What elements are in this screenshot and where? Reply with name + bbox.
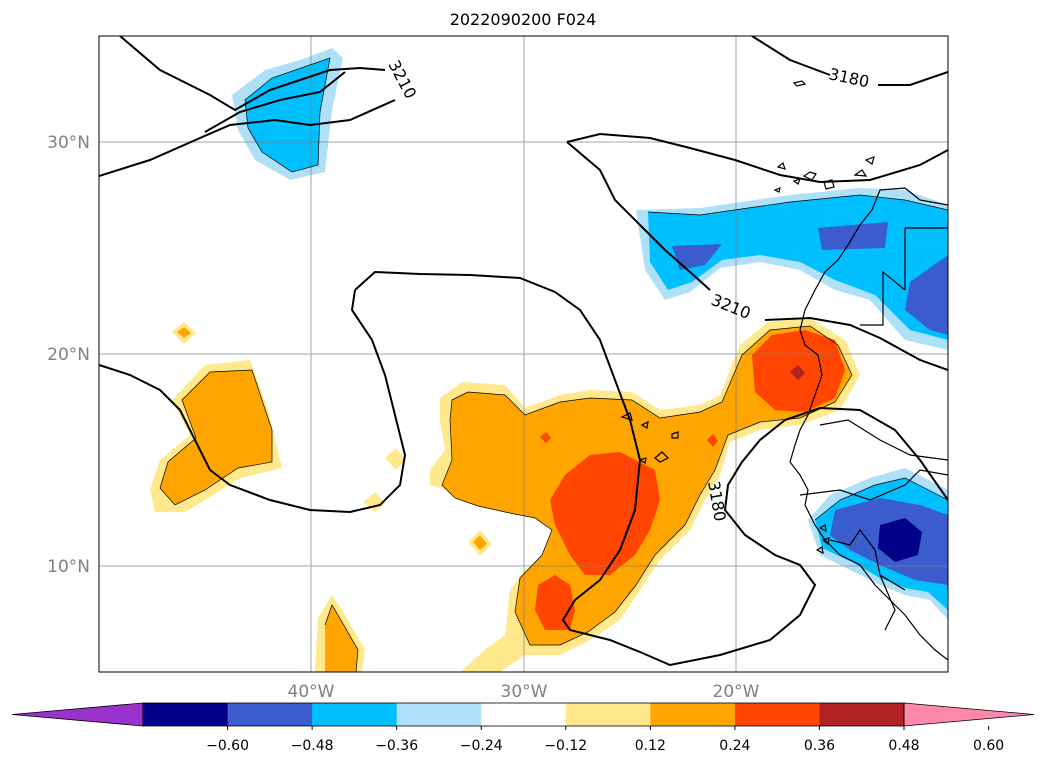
colorbar-swatch xyxy=(650,703,736,726)
outline-northwest xyxy=(244,57,331,173)
lat-label-10n: 10°N xyxy=(47,557,90,577)
outline-southeast xyxy=(814,477,948,521)
colorbar-tick-label: 0.60 xyxy=(973,738,1004,754)
positive-dot-2 xyxy=(385,448,406,470)
outline-west xyxy=(159,369,273,506)
negative-region-southeast-deepest xyxy=(878,518,922,562)
colorbar-swatch xyxy=(143,703,229,726)
height-contours xyxy=(99,36,948,667)
colorbar-swatch xyxy=(565,703,651,726)
cape-verde-islands xyxy=(620,412,679,464)
contour-3210-northwest-diag xyxy=(204,71,346,133)
positive-region-west-core xyxy=(160,370,272,505)
positive-speck-1 xyxy=(540,432,551,443)
colorbar-tick-label: −0.12 xyxy=(544,738,587,754)
colorbar-swatch xyxy=(227,703,313,726)
negative-region-northwest-core xyxy=(245,58,330,172)
coastline-africa xyxy=(789,187,948,661)
map-title: 2022090200 F024 xyxy=(450,10,597,29)
bijagos-islands xyxy=(815,524,830,555)
contour-3210-closed-inner xyxy=(99,289,407,514)
positive-dot-4-core xyxy=(473,535,487,550)
contour-3210-northwest xyxy=(99,99,396,177)
lon-label-40w: 40°W xyxy=(288,682,335,702)
colorbar-tick-label: −0.36 xyxy=(375,738,418,754)
lon-label-30w: 30°W xyxy=(501,682,548,702)
negative-region-northeast-deep xyxy=(672,244,722,270)
colorbar-tick-label: 0.36 xyxy=(804,738,835,754)
colorbar-tick-label: −0.24 xyxy=(460,738,503,754)
positive-region-central-strong xyxy=(550,452,660,575)
lat-label-30n: 30°N xyxy=(47,133,90,153)
field-outlines xyxy=(159,57,948,672)
colorbar-tick-label: −0.48 xyxy=(291,738,334,754)
colorbar-tick-label: 0.24 xyxy=(719,738,750,754)
contour-3210-closed xyxy=(354,270,948,667)
positive-dot-1-core xyxy=(177,327,191,338)
colorbar-tick-label: −0.60 xyxy=(206,738,249,754)
contour-3210-northeast-lower xyxy=(566,141,948,371)
country-border-1 xyxy=(799,227,948,631)
lon-label-20w: 20°W xyxy=(713,682,760,702)
colorbar-extend-high xyxy=(903,702,1035,727)
contour-3210-northwest-upper xyxy=(119,36,386,112)
colorbar-swatch xyxy=(396,703,482,726)
lat-axis: 30°N 20°N 10°N xyxy=(47,133,90,577)
colorbar-swatch xyxy=(734,703,820,726)
colorbar-swatch xyxy=(312,703,398,726)
positive-dot-5-core xyxy=(325,605,358,672)
lon-axis: 40°W 30°W 20°W xyxy=(288,682,760,702)
positive-dot-3 xyxy=(363,492,385,512)
map-frame xyxy=(98,35,949,673)
colorbar-swatch xyxy=(481,703,567,726)
colorbar-frame xyxy=(142,702,905,727)
colorbar-swatch xyxy=(819,703,905,726)
shaded-field xyxy=(150,48,948,672)
colorbar-tick-label: 0.12 xyxy=(635,738,666,754)
positive-speck-2 xyxy=(707,434,718,447)
positive-region-northeast-extreme xyxy=(790,365,805,380)
colorbar-extend-low xyxy=(11,702,144,727)
outline-northeast xyxy=(647,194,948,216)
map-area: 3210 3180 3210 3180 xyxy=(99,36,948,672)
colorbar: −0.60 −0.48 −0.36 −0.24 −0.12 0.12 0.24 0.36 0.4… xyxy=(11,702,1035,754)
negative-region-northeast-deep-3 xyxy=(905,255,948,335)
canary-islands xyxy=(773,80,875,193)
colorbar-tick-label: 0.48 xyxy=(888,738,919,754)
lat-label-20n: 20°N xyxy=(47,345,90,365)
contour-3180-top-right xyxy=(751,36,948,86)
contour-3210-northeast xyxy=(566,132,948,184)
coastlines xyxy=(620,80,948,661)
outline-central xyxy=(441,325,853,646)
gridlines xyxy=(99,36,948,672)
outline-south xyxy=(324,604,359,672)
